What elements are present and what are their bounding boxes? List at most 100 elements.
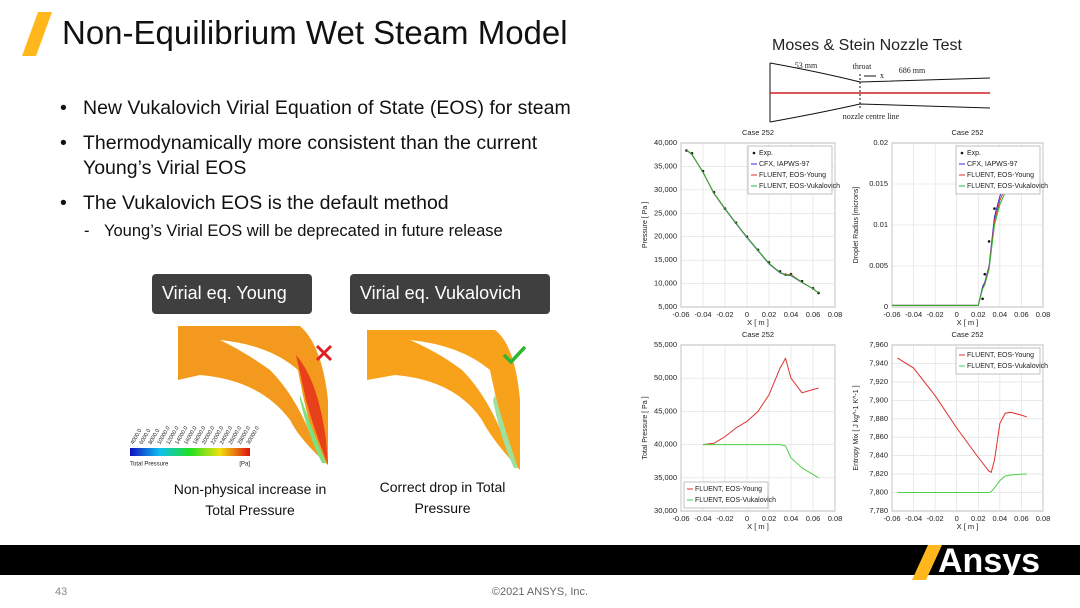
y-axis-label: Total Pressure [ Pa ] xyxy=(642,396,649,459)
legend-label: FLUENT, EOS-Vukalovich xyxy=(967,363,1048,370)
nozzle-centerline: nozzle centre line xyxy=(843,112,900,121)
x-axis-label: X [ m ] xyxy=(957,318,979,327)
legend-label: CFX, IAPWS-97 xyxy=(759,161,810,168)
y-tick-label: 40,000 xyxy=(654,440,677,449)
colorbar-unit: [Pa] xyxy=(239,462,250,468)
y-tick-label: 7,900 xyxy=(869,395,888,404)
bullet: The Vukalovich EOS is the default method xyxy=(60,191,600,216)
vukalovich-blade xyxy=(367,330,520,470)
y-tick-label: 45,000 xyxy=(654,406,677,415)
x-tick-label: -0.02 xyxy=(716,310,733,319)
data-point xyxy=(981,297,984,301)
x-tick-label: 0.04 xyxy=(784,310,799,319)
logo-accent xyxy=(912,545,942,580)
y-tick-label: 5,000 xyxy=(658,302,677,311)
x-tick-label: 0.06 xyxy=(1014,514,1029,523)
x-tick-label: -0.06 xyxy=(883,310,900,319)
y-tick-label: 7,780 xyxy=(869,506,888,515)
chart: -0.06 -0.04 -0.02 0 0.02 0.04 0.06 0.08 7,780 7,8… xyxy=(853,330,1050,531)
x-axis-label: X [ m ] xyxy=(747,318,769,327)
x-tick-label: 0 xyxy=(745,514,749,523)
chart: -0.06 -0.04 -0.02 0 0.02 0.04 0.06 0.08 5,000 10,… xyxy=(642,128,842,327)
x-tick-label: 0.04 xyxy=(993,310,1008,319)
caption: Non-physical increase in Total Pressure xyxy=(173,481,327,518)
y-tick-label: 35,000 xyxy=(654,161,677,170)
x-tick-label: 0.06 xyxy=(1014,310,1029,319)
legend-label: FLUENT, EOS-Young xyxy=(759,172,826,179)
sub-bullet: Young’s Virial EOS will be deprecated in… xyxy=(60,220,600,242)
data-point xyxy=(987,240,991,243)
x-tick-label: -0.02 xyxy=(927,514,944,523)
data-line xyxy=(702,356,819,446)
x-tick-label: 0.06 xyxy=(806,514,821,523)
y-axis-label: Pressure [ Pa ] xyxy=(642,202,649,248)
data-point xyxy=(993,207,996,210)
x-axis-label: X [ m ] xyxy=(747,522,769,531)
x-tick-label: -0.04 xyxy=(905,310,922,319)
check-icon xyxy=(502,345,527,365)
y-tick-label: 7,840 xyxy=(869,451,888,460)
y-tick-label: 50,000 xyxy=(654,373,677,382)
chart: -0.06 -0.04 -0.02 0 0.02 0.04 0.06 0.08 0 0.005 0.… xyxy=(853,128,1050,327)
y-tick-label: 25,000 xyxy=(654,208,677,217)
legend-box xyxy=(747,145,833,195)
chart-title: Case 252 xyxy=(951,330,983,339)
y-tick-label: 7,940 xyxy=(869,358,888,367)
bullet-list: New Vukalovich Virial Equation of State … xyxy=(60,96,600,242)
bullet: Thermodynamically more consistent than t… xyxy=(60,131,583,181)
nozzle-inlet: 53 mm xyxy=(795,61,818,70)
colorbar-title: Total Pressure xyxy=(130,462,169,468)
data-line xyxy=(703,444,819,479)
x-tick-label: -0.02 xyxy=(716,514,733,523)
young-blade xyxy=(178,326,328,465)
nozzle-title: Moses & Stein Nozzle Test xyxy=(772,37,963,54)
x-tick-label: -0.02 xyxy=(927,310,944,319)
label-box: Virial eq. Vukalovich xyxy=(350,274,550,314)
y-tick-label: 0.005 xyxy=(869,261,888,270)
legend-label: FLUENT, EOS-Young xyxy=(695,486,762,493)
x-tick-label: 0.08 xyxy=(1036,310,1051,319)
bullet: New Vukalovich Virial Equation of State … xyxy=(60,96,600,121)
y-tick-label: 30,000 xyxy=(654,185,677,194)
x-tick-label: 0.02 xyxy=(762,310,777,319)
x-tick-label: 0.08 xyxy=(828,310,843,319)
nozzle-axis: x xyxy=(880,71,884,80)
y-tick-label: 35,000 xyxy=(654,473,677,482)
x-tick-label: 0.02 xyxy=(762,514,777,523)
x-tick-label: 0 xyxy=(745,310,749,319)
x-tick-label: -0.04 xyxy=(694,310,711,319)
legend-label: FLUENT, EOS-Young xyxy=(967,352,1034,359)
y-tick-label: 15,000 xyxy=(654,255,677,264)
cross-icon xyxy=(315,344,333,362)
y-axis-label: Droplet Radius [microns] xyxy=(853,187,860,264)
caption: Correct drop in Total Pressure xyxy=(379,479,506,516)
x-tick-label: 0.04 xyxy=(784,514,799,523)
x-tick-label: -0.06 xyxy=(883,514,900,523)
y-tick-label: 7,920 xyxy=(869,377,888,386)
slide-title: Non-Equilibrium Wet Steam Model xyxy=(62,14,568,51)
y-tick-label: 7,800 xyxy=(869,488,888,497)
y-tick-label: 0 xyxy=(884,302,888,311)
colorbar xyxy=(130,448,250,456)
x-tick-label: -0.04 xyxy=(905,514,922,523)
x-tick-label: -0.06 xyxy=(672,310,689,319)
data-line xyxy=(897,357,1027,473)
y-tick-label: 7,820 xyxy=(869,469,888,478)
data-line xyxy=(686,149,819,294)
x-tick-label: 0.04 xyxy=(993,514,1008,523)
copyright: ©2021 ANSYS, Inc. xyxy=(492,586,588,598)
legend-label: Exp. xyxy=(967,150,981,157)
data-point xyxy=(983,272,987,276)
chart-title: Case 252 xyxy=(951,128,983,137)
x-tick-label: 0.06 xyxy=(806,310,821,319)
y-tick-label: 7,860 xyxy=(869,432,888,441)
x-tick-label: -0.04 xyxy=(694,514,711,523)
y-tick-label: 40,000 xyxy=(654,138,677,147)
nozzle-diagram xyxy=(769,62,991,123)
footer-band xyxy=(0,545,1080,575)
y-tick-label: 20,000 xyxy=(654,232,677,241)
x-tick-label: 0 xyxy=(955,310,959,319)
data-line xyxy=(897,473,1027,494)
